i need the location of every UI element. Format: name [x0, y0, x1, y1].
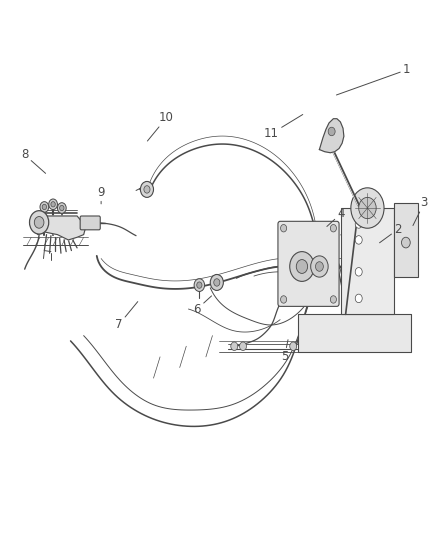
Circle shape: [290, 252, 314, 281]
Circle shape: [240, 342, 247, 351]
Circle shape: [351, 188, 384, 228]
Text: 4: 4: [327, 207, 345, 227]
Circle shape: [231, 342, 238, 351]
FancyBboxPatch shape: [80, 216, 100, 230]
Text: 8: 8: [21, 148, 46, 173]
Text: 11: 11: [264, 115, 303, 140]
Circle shape: [40, 201, 49, 212]
Circle shape: [355, 236, 362, 244]
Circle shape: [29, 211, 49, 234]
Circle shape: [144, 185, 150, 193]
Text: 1: 1: [336, 63, 410, 95]
Circle shape: [315, 262, 323, 271]
Circle shape: [328, 127, 335, 136]
Polygon shape: [35, 216, 86, 240]
Circle shape: [281, 296, 287, 303]
Circle shape: [330, 296, 336, 303]
Text: 3: 3: [413, 196, 428, 225]
Circle shape: [194, 279, 205, 292]
Circle shape: [34, 216, 44, 228]
Text: 7: 7: [115, 302, 138, 332]
Circle shape: [296, 260, 307, 273]
FancyBboxPatch shape: [297, 314, 411, 352]
Circle shape: [355, 220, 362, 228]
Circle shape: [359, 197, 376, 219]
Text: 2: 2: [380, 223, 402, 243]
Circle shape: [290, 342, 297, 351]
Circle shape: [60, 205, 64, 211]
Text: 9: 9: [97, 185, 105, 204]
FancyBboxPatch shape: [278, 221, 339, 306]
Circle shape: [210, 274, 223, 290]
Circle shape: [141, 181, 153, 197]
Circle shape: [197, 282, 202, 288]
Text: 10: 10: [148, 111, 174, 141]
Text: 5: 5: [281, 340, 288, 364]
Circle shape: [355, 294, 362, 303]
Circle shape: [49, 199, 57, 209]
Circle shape: [355, 268, 362, 276]
Circle shape: [330, 224, 336, 232]
Circle shape: [311, 256, 328, 277]
Circle shape: [42, 204, 46, 209]
Polygon shape: [319, 119, 344, 153]
Circle shape: [51, 201, 55, 207]
Circle shape: [402, 237, 410, 248]
FancyBboxPatch shape: [341, 208, 394, 314]
Circle shape: [281, 224, 287, 232]
FancyBboxPatch shape: [394, 203, 418, 277]
Circle shape: [57, 203, 66, 213]
Circle shape: [214, 279, 220, 286]
Text: 6: 6: [194, 296, 212, 316]
